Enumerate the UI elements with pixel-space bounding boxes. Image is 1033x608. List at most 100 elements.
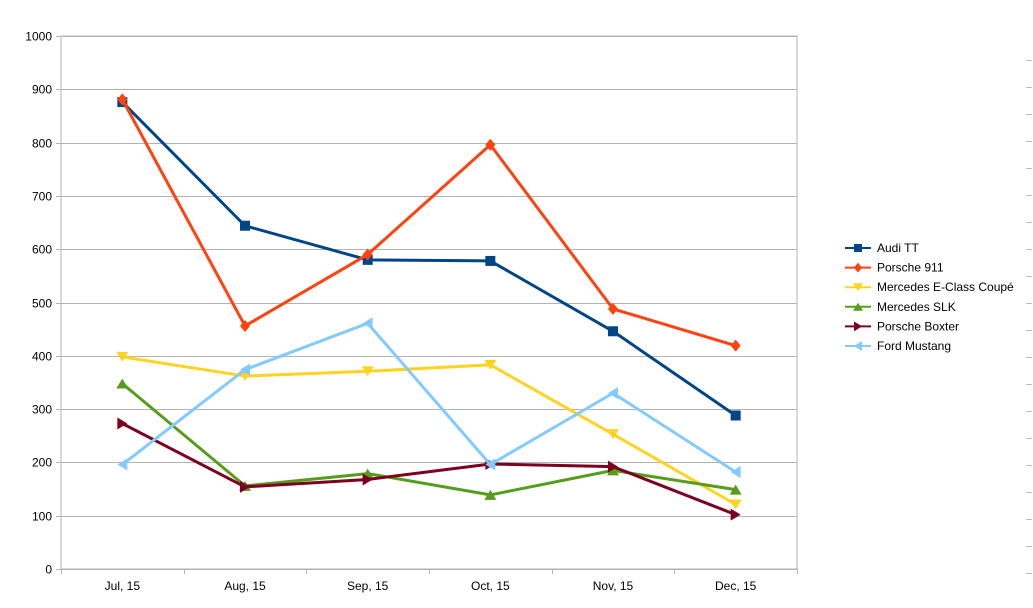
edge-tick: [1026, 222, 1032, 223]
edge-tick: [1026, 303, 1032, 304]
legend-item: Ford Mustang: [845, 339, 951, 353]
edge-tick: [1026, 168, 1032, 169]
x-tick-label: Dec, 15: [715, 579, 757, 593]
data-point: [730, 465, 741, 478]
data-point: [730, 410, 741, 421]
x-tick-label: Aug, 15: [224, 579, 266, 593]
data-point: [484, 359, 497, 370]
data-point: [730, 339, 741, 352]
series-4: [117, 417, 741, 521]
y-tick-label: 500: [32, 297, 52, 311]
data-point: [729, 484, 742, 495]
y-axis-tick-labels: 0 100 200 300 400 500 600 700 800 900 1000: [25, 30, 52, 577]
edge-tick: [1026, 249, 1032, 250]
data-point: [485, 255, 496, 266]
data-point: [240, 220, 250, 231]
edge-tick: [1026, 465, 1032, 466]
edge-tick: [1026, 276, 1032, 277]
series-line: [121, 422, 737, 517]
data-point: [117, 417, 128, 430]
legend-item: Porsche 911: [845, 261, 944, 275]
series-5: [117, 317, 741, 478]
x-tick-label: Nov, 15: [593, 579, 634, 593]
data-point: [853, 283, 863, 292]
y-tick-label: 800: [32, 137, 52, 151]
data-point: [854, 321, 862, 332]
series-line: [121, 101, 737, 417]
y-tick-label: 400: [32, 350, 52, 364]
legend-item: Mercedes E-Class Coupé: [845, 280, 1014, 294]
gridlines: [61, 36, 797, 570]
y-tick-label: 0: [45, 563, 52, 577]
series-2: [116, 351, 742, 510]
data-point: [608, 302, 618, 315]
legend-item: Audi TT: [845, 241, 919, 255]
data-point: [608, 460, 618, 473]
data-point: [484, 489, 497, 500]
legend-label: Porsche Boxter: [877, 319, 959, 333]
data-point: [729, 499, 742, 510]
data-point: [608, 326, 618, 337]
data-point: [607, 465, 619, 476]
data-point: [361, 366, 374, 377]
y-tick-label: 600: [32, 243, 52, 257]
data-point: [362, 473, 373, 486]
legend-label: Audi TT: [877, 241, 919, 255]
edge-tick: [1026, 357, 1032, 358]
data-point: [117, 458, 128, 471]
edge-tick: [1026, 411, 1032, 412]
legend-label: Ford Mustang: [877, 339, 951, 353]
data-point: [854, 262, 862, 273]
edge-tick: [1026, 573, 1032, 574]
data-point: [853, 302, 863, 311]
x-tick-label: Jul, 15: [105, 579, 141, 593]
data-point: [485, 458, 496, 471]
data-point: [240, 363, 250, 376]
y-tick-label: 100: [32, 510, 52, 524]
legend: Audi TT Porsche 911 Mercedes E-Class Coupé…: [845, 241, 1014, 353]
y-tick-label: 900: [32, 83, 52, 97]
data-point: [240, 480, 250, 493]
plot-area: [60, 35, 798, 570]
data-point: [608, 387, 618, 400]
series-line: [122, 355, 737, 506]
data-point: [240, 319, 250, 332]
data-point: [607, 429, 619, 440]
series-1: [117, 93, 741, 352]
edge-tick: [1026, 384, 1032, 385]
x-axis-tick-labels: Jul, 15 Aug, 15 Sep, 15 Oct, 15 Nov, 15 Dec, …: [105, 579, 757, 593]
edge-tick: [1026, 438, 1032, 439]
legend-label: Mercedes SLK: [877, 300, 956, 314]
x-tick-label: Sep, 15: [347, 579, 389, 593]
edge-tick: [1026, 114, 1032, 115]
legend-item: Mercedes SLK: [845, 300, 956, 314]
edge-tick: [1026, 519, 1032, 520]
edge-tick: [1026, 141, 1032, 142]
legend-label: Porsche 911: [877, 261, 944, 275]
x-tick-label: Oct, 15: [471, 579, 510, 593]
data-point: [854, 244, 862, 252]
y-tick-label: 700: [32, 190, 52, 204]
axes: [56, 35, 798, 574]
edge-tick: [1026, 546, 1032, 547]
series-lines: [116, 93, 742, 521]
legend-item: Porsche Boxter: [845, 319, 959, 333]
edge-tick: [1026, 492, 1032, 493]
edge-tick: [1026, 330, 1032, 331]
data-point: [730, 508, 741, 521]
data-point: [854, 341, 862, 351]
series-line: [121, 321, 737, 474]
data-point: [362, 317, 373, 330]
y-tick-label: 300: [32, 403, 52, 417]
y-tick-label: 200: [32, 456, 52, 470]
legend-label: Mercedes E-Class Coupé: [877, 280, 1014, 294]
edge-tick: [1026, 87, 1032, 88]
data-point: [116, 378, 129, 389]
series-line: [121, 98, 737, 348]
edge-tick: [1026, 60, 1032, 61]
data-point: [362, 248, 373, 261]
data-point: [117, 93, 128, 106]
edge-tick: [1026, 195, 1032, 196]
data-point: [116, 351, 129, 362]
